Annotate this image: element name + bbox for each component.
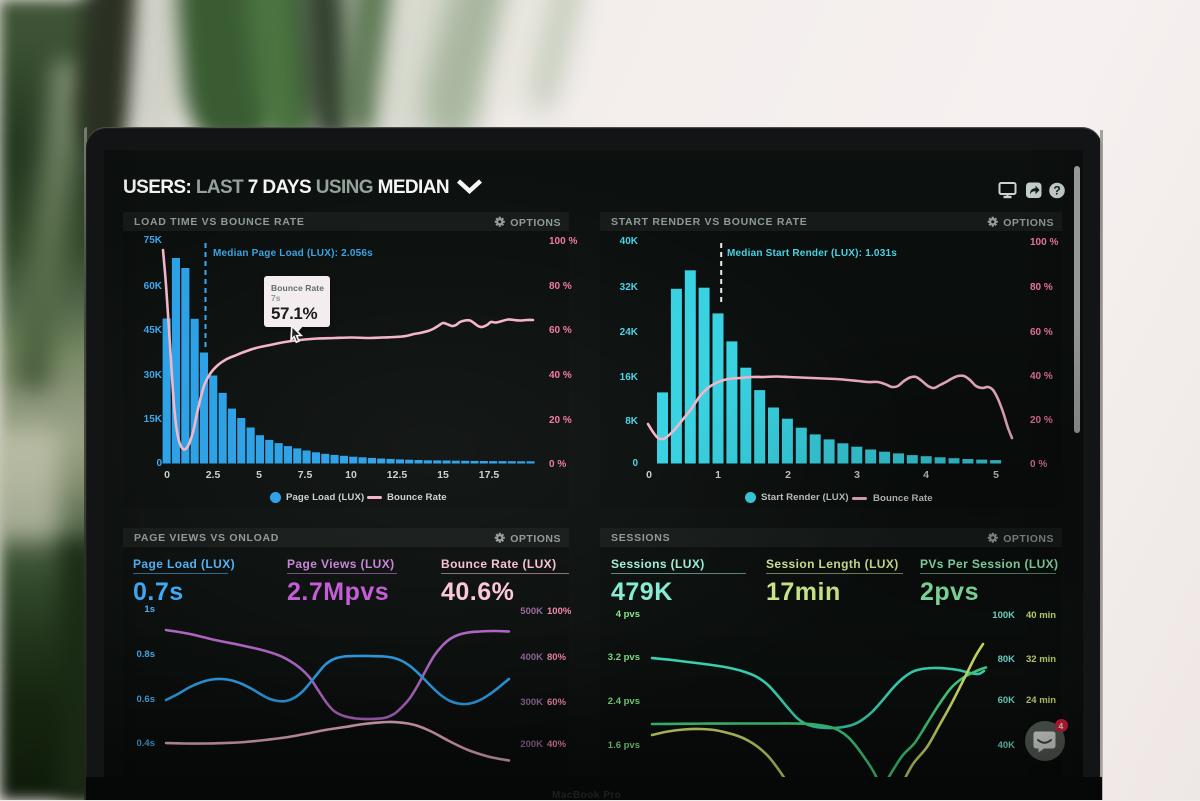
svg-text:?: ? (1053, 184, 1060, 198)
